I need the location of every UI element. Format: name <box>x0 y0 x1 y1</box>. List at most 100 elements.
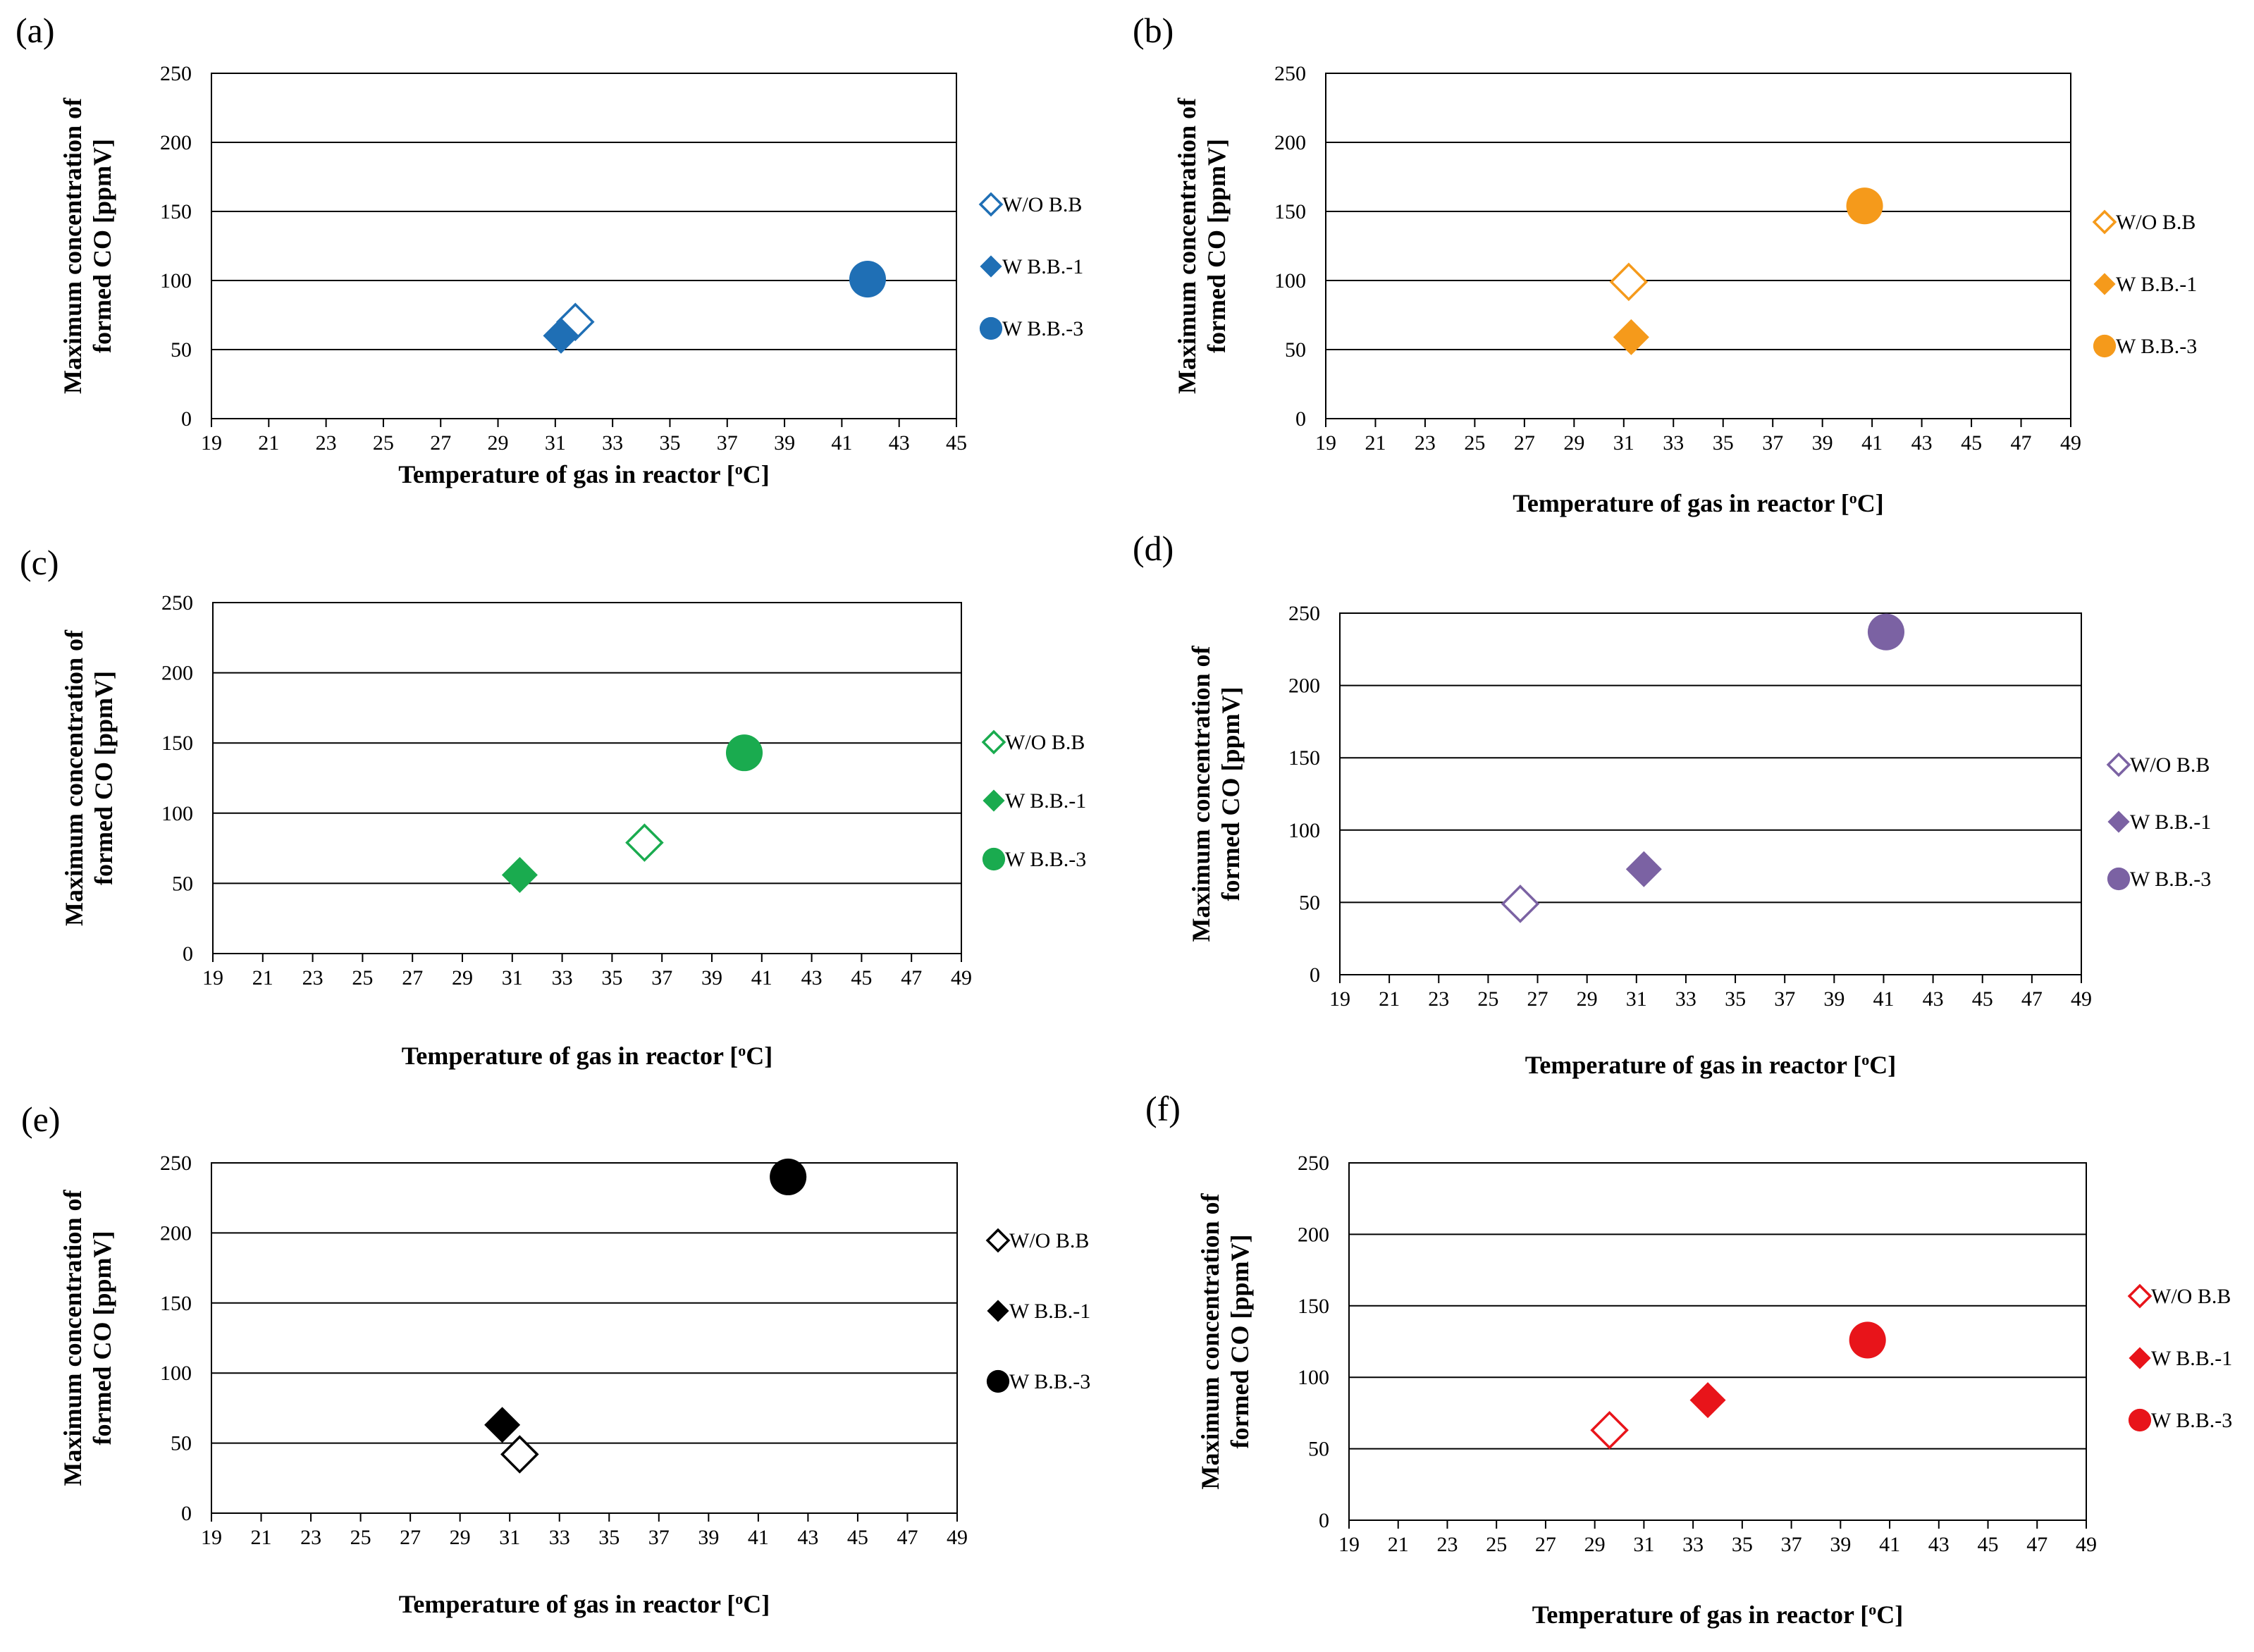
legend-marker <box>980 255 1002 278</box>
x-tick-label: 45 <box>946 431 967 455</box>
chart-panel-1: (a) 0 50 100 150 200 250 19 21 23 25 27 29 31 33 35 37 39… <box>16 11 1083 488</box>
legend-label: W B.B.-3 <box>2151 1409 2232 1432</box>
panel-label: (f) <box>1145 1089 1181 1128</box>
y-tick-label: 50 <box>171 338 192 362</box>
y-tick-label: 150 <box>1274 200 1306 223</box>
x-tick-label: 43 <box>1928 1533 1950 1556</box>
y-tick-label: 200 <box>1298 1223 1329 1246</box>
y-tick-label: 100 <box>1298 1366 1329 1389</box>
x-tick-label: 25 <box>352 966 373 990</box>
x-tick-label: 45 <box>1978 1533 1999 1556</box>
legend-label: W/O B.B <box>2116 211 2196 234</box>
data-point-circle <box>1849 1321 1886 1359</box>
y-tick-label: 100 <box>160 1362 192 1385</box>
x-tick-label: 45 <box>847 1526 868 1549</box>
y-tick-label: 100 <box>161 802 193 825</box>
x-axis-title: Temperature of gas in reactor [oC] <box>399 1590 770 1619</box>
y-tick-label: 50 <box>1308 1438 1329 1461</box>
y-axis-title-line1: Maximum concentration of <box>1196 1193 1224 1490</box>
x-tick-label: 19 <box>1329 987 1350 1011</box>
y-tick-label: 0 <box>1310 963 1320 987</box>
legend-marker <box>2093 273 2116 295</box>
y-tick-label: 250 <box>1298 1152 1329 1175</box>
x-tick-label: 41 <box>831 431 852 455</box>
x-tick-label: 19 <box>1315 431 1336 455</box>
x-tick-label: 21 <box>252 966 273 990</box>
x-tick-label: 29 <box>1577 987 1598 1011</box>
chart-panel-3: (c) 0 50 100 150 200 250 19 21 23 25 27 29 31 33 35 37 39… <box>20 543 1086 1070</box>
x-axis-title: Temperature of gas in reactor [oC] <box>1525 1051 1897 1080</box>
legend-label: W B.B.-3 <box>1009 1370 1090 1393</box>
legend-marker <box>982 847 1006 871</box>
x-tick-label: 27 <box>1535 1533 1556 1556</box>
legend: W/O B.B W B.B.-1 W B.B.-3 <box>2127 1283 2232 1432</box>
x-tick-label: 49 <box>2060 431 2081 455</box>
x-tick-label: 47 <box>2026 1533 2047 1556</box>
x-tick-label: 27 <box>430 431 451 455</box>
x-tick-label: 27 <box>402 966 423 990</box>
legend-label: W B.B.-1 <box>2116 273 2197 296</box>
y-tick-label: 250 <box>160 1152 192 1175</box>
x-tick-label: 41 <box>751 966 772 990</box>
x-tick-label: 47 <box>2021 987 2043 1011</box>
y-tick-label: 50 <box>172 872 193 895</box>
legend-marker <box>2129 1347 2151 1369</box>
x-axis-title: Temperature of gas in reactor [oC] <box>402 1042 773 1071</box>
x-tick-label: 45 <box>1961 431 1982 455</box>
data-point-diamond-open <box>1590 1410 1629 1450</box>
data-point-diamond <box>484 1407 521 1443</box>
y-tick-label: 250 <box>1274 62 1306 85</box>
x-tick-label: 33 <box>1682 1533 1704 1556</box>
y-tick-label: 150 <box>160 1292 192 1315</box>
x-tick-label: 43 <box>801 966 823 990</box>
y-tick-label: 150 <box>1298 1295 1329 1318</box>
y-tick-label: 250 <box>160 62 192 85</box>
y-axis-title-line1: Maximum concentration of <box>60 629 88 926</box>
data-point-circle <box>1846 187 1883 225</box>
x-tick-label: 39 <box>774 431 795 455</box>
y-tick-label: 200 <box>160 131 192 154</box>
x-tick-label: 27 <box>1527 987 1548 1011</box>
x-tick-label: 21 <box>1379 987 1400 1011</box>
data-point-circle <box>1867 613 1905 651</box>
legend-label: W B.B.-3 <box>2130 868 2211 891</box>
x-tick-label: 19 <box>1338 1533 1360 1556</box>
y-axis-title-line1: Maximum concentration of <box>1187 646 1215 942</box>
y-axis-title-line1: Maximum concentration of <box>58 1190 87 1486</box>
x-tick-label: 49 <box>947 1526 968 1549</box>
x-tick-label: 33 <box>552 966 573 990</box>
y-tick-label: 150 <box>161 732 193 755</box>
x-tick-label: 35 <box>601 966 622 990</box>
y-axis-title-line2: formed CO [ppmV] <box>88 139 116 353</box>
x-tick-label: 33 <box>549 1526 570 1549</box>
x-tick-label: 29 <box>1584 1533 1606 1556</box>
legend-label: W/O B.B <box>1005 731 1085 754</box>
chart-panel-2: (b) 0 50 100 150 200 250 19 21 23 25 27 29 31 33 35 37 39… <box>1133 11 2197 517</box>
x-tick-label: 25 <box>1464 431 1485 455</box>
x-tick-label: 37 <box>1781 1533 1802 1556</box>
x-tick-label: 27 <box>1514 431 1535 455</box>
legend-marker <box>983 789 1005 812</box>
data-point-diamond-open <box>625 823 664 862</box>
plot-area <box>1339 612 2082 975</box>
x-tick-label: 35 <box>1732 1533 1753 1556</box>
x-tick-label: 43 <box>797 1526 818 1549</box>
plot-area <box>1325 73 2071 419</box>
x-tick-label: 43 <box>889 431 910 455</box>
x-tick-label: 49 <box>2071 987 2092 1011</box>
data-point-circle <box>849 261 887 298</box>
y-axis-title-line2: formed CO [ppmV] <box>1202 139 1231 353</box>
x-tick-label: 27 <box>400 1526 421 1549</box>
x-tick-label: 47 <box>2011 431 2032 455</box>
x-tick-label: 41 <box>1879 1533 1900 1556</box>
y-axis-title-line2: formed CO [ppmV] <box>1217 687 1245 901</box>
x-tick-label: 37 <box>648 1526 670 1549</box>
y-tick-label: 50 <box>1299 891 1320 914</box>
y-tick-label: 200 <box>1274 131 1306 154</box>
legend-marker <box>979 316 1003 340</box>
data-point-diamond <box>543 317 579 354</box>
x-tick-label: 47 <box>897 1526 918 1549</box>
chart-panel-5: (e) 0 50 100 150 200 250 19 21 23 25 27 29 31 33 35 37 39… <box>21 1099 1090 1618</box>
data-point-diamond <box>1689 1382 1726 1419</box>
